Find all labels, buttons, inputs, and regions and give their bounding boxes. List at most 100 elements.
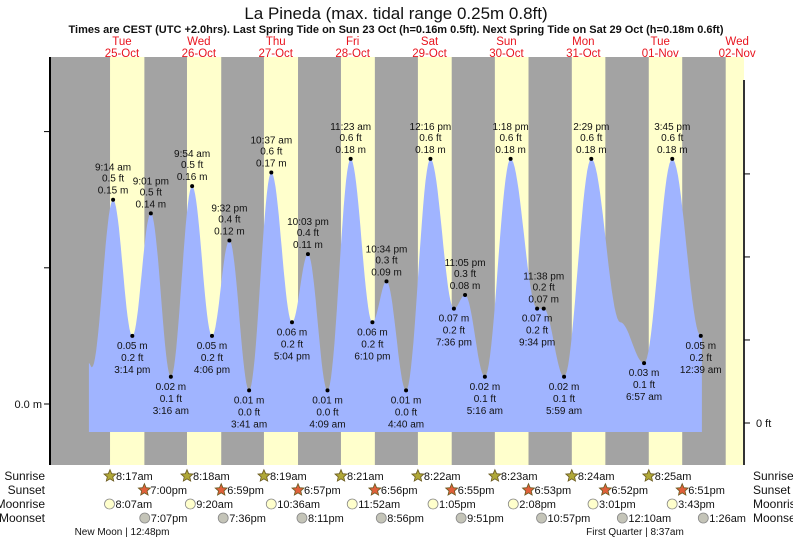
tide-point-dot — [482, 374, 487, 379]
sunset-entry: 6:55pm — [444, 482, 494, 497]
tide-label-time: 6:57 am — [626, 392, 662, 403]
tide-point-dot — [289, 320, 294, 325]
tide-label-time: 11:38 pm — [523, 272, 564, 283]
moonrise-icon — [104, 498, 115, 510]
sunrise-time: 8:18am — [193, 471, 230, 483]
sunrise-time: 8:21am — [347, 471, 384, 483]
sunset-entry: 6:57pm — [291, 482, 341, 497]
sunrise-icon — [487, 468, 502, 482]
moonrise-entry: 11:52am — [346, 498, 400, 511]
tide-label-ft: 0.5 ft — [140, 187, 162, 198]
y-left-label: 0.0 m — [14, 399, 42, 411]
sunrise-time: 8:24am — [578, 471, 615, 483]
moonrise-time: 2:08pm — [519, 499, 556, 511]
tide-label-m: 0.15 m — [98, 186, 129, 197]
sunrise-icon — [103, 468, 117, 482]
tide-point-high: 9:32 pm0.4 ft0.12 m — [211, 204, 247, 243]
tide-label-time: 5:04 pm — [274, 351, 310, 362]
sunrise-entry: 8:18am — [180, 468, 230, 483]
tide-point-low: 0.06 m0.2 ft5:04 pm — [274, 320, 310, 362]
moonset-entry: 9:51pm — [455, 512, 504, 525]
moonset-time: 8:56pm — [387, 513, 424, 525]
sunset-icon — [137, 482, 152, 496]
sunrise-entry: 8:22am — [410, 468, 461, 483]
right-margin — [745, 57, 793, 465]
day-date: 02-Nov — [719, 48, 756, 60]
tide-label-ft: 0.5 ft — [181, 160, 203, 171]
tide-label-ft: 0.6 ft — [419, 133, 441, 144]
tide-label-time: 3:45 pm — [654, 122, 690, 133]
day-date: 30-Oct — [489, 48, 524, 60]
sunrise-time: 8:23am — [501, 471, 538, 483]
sunrise-time: 8:19am — [270, 471, 307, 483]
tide-point-high: 11:23 am0.6 ft0.18 m — [330, 122, 371, 161]
tide-label-ft: 0.4 ft — [297, 228, 319, 239]
tide-label-m: 0.05 m — [685, 341, 716, 352]
sunset-entry: 6:56pm — [367, 482, 418, 497]
tide-label-ft: 0.0 ft — [316, 407, 338, 418]
moonrise-entry: 9:20am — [184, 498, 233, 511]
tide-points: 9:14 am0.5 ft0.15 m0.05 m0.2 ft3:14 pm9:… — [95, 122, 722, 431]
tide-point-dot — [168, 374, 173, 379]
moonset-icon — [217, 512, 229, 524]
moonrise-entry: 3:01pm — [587, 498, 636, 511]
tide-label-m: 0.07 m — [528, 295, 559, 306]
moonset-time: 1:26am — [709, 513, 746, 525]
tide-label-m: 0.12 m — [214, 227, 245, 238]
tide-point-low: 0.01 m0.0 ft3:41 am — [231, 388, 267, 430]
tide-label-time: 5:16 am — [467, 406, 503, 417]
tide-label-m: 0.05 m — [197, 341, 228, 352]
sun-moon-rows: Sunrise Sunrise 8:17am 8:18am 8:19am 8:21am 8:… — [0, 468, 793, 538]
sunset-entry: 6:51pm — [675, 482, 725, 497]
tide-label-ft: 0.3 ft — [454, 269, 476, 280]
tide-point-dot — [148, 211, 153, 216]
tide-label-time: 6:10 pm — [354, 351, 390, 362]
moonrise-time: 9:20am — [196, 499, 233, 511]
tide-label-ft: 0.0 ft — [395, 407, 417, 418]
sunset-icon — [521, 482, 536, 496]
day-name: Wed — [187, 36, 210, 48]
tide-point-high: 1:18 pm0.6 ft0.18 m — [493, 122, 529, 161]
moonrise-entry: 3:43pm — [666, 498, 715, 511]
sunrise-time: 8:25am — [655, 471, 692, 483]
sunrise-icon — [641, 468, 656, 482]
moonset-icon — [296, 512, 308, 524]
sunset-time: 6:51pm — [688, 485, 725, 497]
tide-label-m: 0.02 m — [549, 382, 580, 393]
tide-label-ft: 0.2 ft — [690, 353, 712, 364]
tide-point-dot — [269, 170, 274, 175]
tide-label-time: 12:39 am — [680, 365, 722, 376]
tide-label-time: 1:18 pm — [493, 122, 529, 133]
tide-point-dot — [642, 361, 647, 366]
tide-point-low: 0.02 m0.1 ft5:59 am — [546, 374, 582, 417]
tide-label-m: 0.06 m — [357, 327, 388, 338]
moonrise-icon — [587, 498, 599, 510]
moonset-row-label-left: Moonset — [0, 511, 46, 525]
tide-point-dot — [541, 306, 546, 311]
tide-label-ft: 0.2 ft — [533, 283, 555, 294]
tide-label-time: 2:29 pm — [573, 122, 609, 133]
sunset-time: 6:57pm — [304, 485, 341, 497]
tide-point-dot — [562, 374, 567, 379]
moonrise-time: 11:52am — [358, 499, 400, 511]
tide-label-ft: 0.6 ft — [661, 133, 683, 144]
tide-point-dot — [428, 156, 433, 161]
tide-label-time: 3:14 pm — [114, 365, 150, 376]
moonrise-row-label-right: Moonrise — [753, 497, 793, 511]
tide-point-high: 12:16 pm0.6 ft0.18 m — [410, 122, 451, 161]
tide-point-high: 10:37 am0.6 ft0.17 m — [250, 135, 292, 175]
moonrise-icon — [666, 498, 678, 510]
tide-label-m: 0.01 m — [312, 395, 343, 406]
tide-label-ft: 0.1 ft — [633, 380, 655, 391]
tide-label-time: 11:23 am — [330, 122, 371, 133]
sunset-time: 7:00pm — [150, 485, 187, 497]
moonset-entry: 1:26am — [697, 512, 746, 525]
moonset-entry: 7:36pm — [217, 512, 266, 525]
tide-point-high: 9:14 am0.5 ft0.15 m — [95, 163, 131, 202]
moon-phase-label: New Moon | 12:48pm — [75, 527, 170, 538]
tide-label-m: 0.18 m — [415, 145, 446, 156]
tide-label-ft: 0.0 ft — [238, 407, 260, 418]
tide-point-high: 10:34 pm0.3 ft0.09 m — [366, 244, 407, 284]
